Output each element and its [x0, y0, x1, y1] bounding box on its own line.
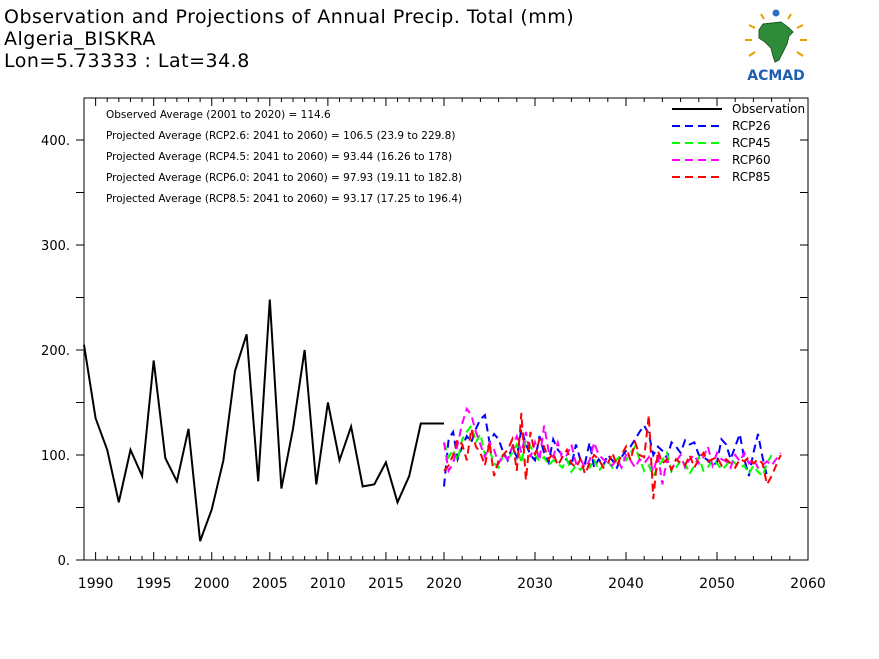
y-tick-label: 100.: [41, 449, 70, 464]
chart-title: Observation and Projections of Annual Pr…: [4, 6, 575, 28]
legend-label: RCP26: [732, 119, 771, 133]
logo-text: ACMAD: [747, 68, 805, 84]
logo-africa-shape: [758, 21, 794, 63]
logo-drop-icon: [772, 9, 780, 17]
x-tick-label: 1990: [78, 576, 114, 592]
x-tick-label: 1995: [136, 576, 172, 592]
series-line-rcp26: [443, 413, 768, 487]
stat-annotation: Projected Average (RCP6.0: 2041 to 2060)…: [106, 172, 462, 184]
series-line-rcp60: [443, 406, 782, 485]
y-tick-label: 300.: [41, 239, 70, 254]
y-tick-label: 0.: [58, 554, 70, 569]
chart-title-block: Observation and Projections of Annual Pr…: [4, 6, 574, 72]
x-tick-label: 2060: [790, 576, 826, 592]
acmad-logo: ACMAD: [745, 9, 807, 84]
stat-annotation: Observed Average (2001 to 2020) = 114.6: [106, 109, 331, 121]
x-tick-label: 2010: [310, 576, 346, 592]
series-line-observation: [83, 299, 444, 542]
x-tick-label: 2015: [368, 576, 404, 592]
logo-sun-rays: [745, 10, 807, 57]
legend-label: RCP85: [732, 170, 771, 184]
x-tick-label: 2030: [517, 576, 553, 592]
chart-subtitle-station: Algeria_BISKRA: [4, 28, 156, 50]
series-line-rcp45: [443, 423, 773, 479]
legend-label: RCP60: [732, 153, 771, 167]
x-tick-label: 2050: [699, 576, 735, 592]
stat-annotation: Projected Average (RCP2.6: 2041 to 2060)…: [106, 130, 455, 142]
plot-frame: [83, 97, 809, 561]
stat-annotation: Projected Average (RCP4.5: 2041 to 2060)…: [106, 151, 452, 163]
x-tick-label: 2040: [608, 576, 644, 592]
stat-annotation: Projected Average (RCP8.5: 2041 to 2060)…: [106, 193, 462, 205]
x-tick-label: 2000: [194, 576, 230, 592]
legend-label: Observation: [732, 102, 805, 116]
x-tick-label: 2020: [426, 576, 462, 592]
legend-label: RCP45: [732, 136, 771, 150]
x-tick-label: 2005: [252, 576, 288, 592]
chart-subtitle-coords: Lon=5.73333 : Lat=34.8: [4, 50, 250, 72]
y-tick-label: 200.: [41, 344, 70, 359]
y-tick-label: 400.: [41, 134, 70, 149]
